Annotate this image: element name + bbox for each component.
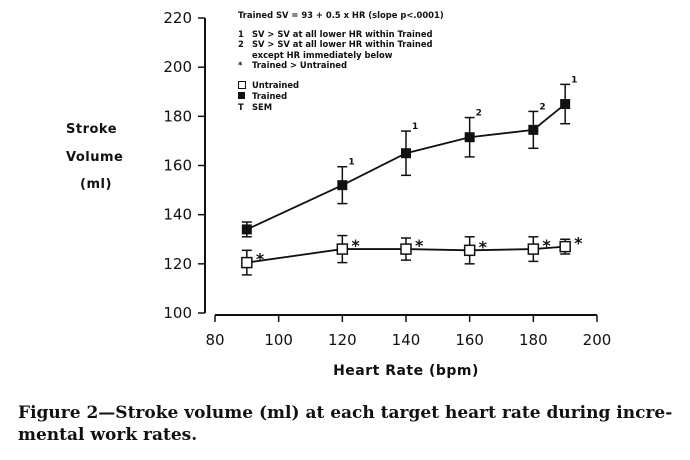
x-tick-label: 180 <box>519 331 548 349</box>
x-tick-label: 100 <box>264 331 293 349</box>
significance-star: * <box>542 236 551 255</box>
annotation-label: 2 <box>539 102 545 112</box>
figure-caption: Figure 2—Stroke volume (ml) at each targ… <box>18 402 688 446</box>
significance-star: * <box>256 250 265 269</box>
y-tick-label: 120 <box>163 255 192 273</box>
significance-star: * <box>479 237 488 256</box>
legend-note-star: * Trained > Untrained <box>238 60 347 70</box>
x-axis-label: Heart Rate (bpm) <box>333 363 479 379</box>
legend-entry-sem: T SEM <box>238 101 273 112</box>
x-tick-label: 200 <box>583 331 612 349</box>
annotation-label: 1 <box>571 75 577 85</box>
data-point-untrained <box>336 243 349 255</box>
y-axis-label-line-3: (ml) <box>80 177 112 192</box>
x-tick-label: 160 <box>455 331 484 349</box>
data-point-trained <box>528 124 539 135</box>
data-point-trained <box>401 148 411 159</box>
y-tick-label: 140 <box>163 206 192 224</box>
y-tick-label: 160 <box>163 157 192 175</box>
x-tick-label: 140 <box>392 331 421 349</box>
open-square-icon <box>238 80 246 89</box>
legend-note-2-cont: except HR immediately below <box>252 49 393 60</box>
filled-square-icon <box>238 92 245 99</box>
annotation-label: 1 <box>412 122 418 132</box>
sem-icon: T <box>238 101 244 112</box>
data-point-untrained <box>241 256 253 269</box>
legend-entry-untrained: Untrained <box>238 80 444 92</box>
data-point-trained <box>241 224 252 235</box>
annotation-label: 1 <box>348 158 354 168</box>
y-tick-label: 200 <box>163 58 192 76</box>
data-point-untrained <box>559 240 571 253</box>
data-point-trained <box>560 99 571 110</box>
y-axis-label-line-1: Stroke <box>66 122 118 137</box>
y-axis-label-line-2: Volume <box>66 150 124 165</box>
legend-note-1: 1 SV > SV at all lower HR within Trained <box>238 28 433 39</box>
data-point-untrained <box>463 244 476 257</box>
legend: Trained SV = 93 + 0.5 x HR (slope p<.000… <box>238 10 444 112</box>
significance-star: * <box>351 236 360 255</box>
data-point-untrained <box>400 243 412 255</box>
x-tick-label: 120 <box>328 331 357 349</box>
data-point-untrained <box>527 243 540 255</box>
x-tick-label: 80 <box>205 331 224 349</box>
legend-note-2: 2 SV > SV at all lower HR within Trained <box>238 39 433 49</box>
caption-line-2: mental work rates. <box>18 425 198 445</box>
legend-entry-trained: Trained <box>238 91 444 102</box>
annotation-label: 2 <box>476 109 482 119</box>
y-tick-label: 220 <box>163 9 192 27</box>
y-tick-label: 100 <box>163 304 192 322</box>
data-point-trained <box>337 180 348 191</box>
y-tick-label: 180 <box>163 107 192 125</box>
chart: 100 120 140 160 180 200 220 80 100 120 140 160 180 20… <box>163 9 612 379</box>
caption-line-1: Figure 2—Stroke volume (ml) at each targ… <box>18 403 673 423</box>
series-line-trained <box>246 103 566 231</box>
significance-star: * <box>574 234 583 253</box>
legend-equation: Trained SV = 93 + 0.5 x HR (slope p<.000… <box>238 10 444 20</box>
significance-star: * <box>415 236 424 255</box>
data-point-trained <box>464 132 475 143</box>
